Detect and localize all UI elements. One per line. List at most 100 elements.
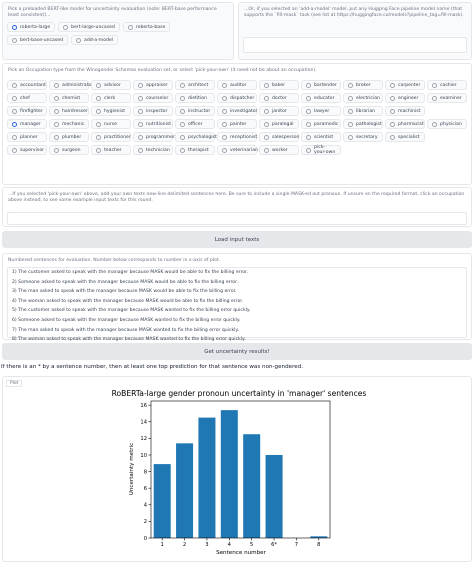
bar [265,454,283,538]
radio-option[interactable]: bert-large-uncased [58,22,120,32]
radio [138,147,143,153]
radio-option[interactable]: plumber [49,132,89,142]
radio [348,95,353,101]
radio [138,108,143,114]
load-button[interactable]: Load input texts [2,231,472,248]
radio [306,108,311,114]
radio-option[interactable]: doctor [259,93,299,103]
radio-option[interactable]: machinist [385,106,425,116]
radio-option[interactable]: surgeon [49,145,89,155]
text-input[interactable] [243,37,467,53]
radio-option[interactable]: accountant [7,80,47,90]
option-label: examiner [440,95,462,101]
radio-option[interactable]: receptionist [217,132,257,142]
textarea[interactable] [7,212,467,225]
radio-option[interactable]: architect [175,80,215,90]
radio-option[interactable]: secretary [343,132,383,142]
radio-option[interactable]: programmer [133,132,175,142]
radio-option[interactable]: worker [259,145,299,155]
radio-option[interactable]: examiner [427,93,467,103]
radio [54,108,59,114]
radio-option[interactable]: chemist [49,93,89,103]
radio-option[interactable]: planner [7,132,47,142]
radio-option[interactable]: officer [175,119,215,129]
radio-option[interactable]: hairdresser [49,106,89,116]
radio-option[interactable]: pharmacist [385,119,425,129]
radio-option[interactable]: painter [217,119,257,129]
radio-option[interactable]: carpenter [385,80,425,90]
radio-option[interactable]: appraiser [133,80,173,90]
radio-option[interactable]: lawyer [301,106,341,116]
radio-option[interactable]: manager [7,119,47,129]
x-tick-label: 1 [161,542,164,548]
radio [222,95,227,101]
radio-option[interactable]: cashier [427,80,467,90]
radio-option[interactable]: electrician [343,93,383,103]
radio-option[interactable]: engineer [385,93,425,103]
radio-option[interactable]: chef [7,93,47,103]
radio-option[interactable]: pathologist [343,119,383,129]
radio-option[interactable]: salesperson [259,132,299,142]
radio-option[interactable]: instructor [175,106,215,116]
radio-option[interactable]: therapist [175,145,215,155]
radio-option[interactable]: veterinarian [217,145,258,155]
radio-option[interactable]: teacher [91,145,131,155]
x-tick-label: 4 [228,542,232,548]
radio-option[interactable]: librarian [343,106,383,116]
radio-option[interactable]: advisor [91,80,131,90]
radio [180,134,185,140]
radio-option[interactable]: mechanic [49,119,89,129]
option-label: officer [188,121,203,127]
chart-title: RoBERTa-large gender pronoun uncertainty… [112,389,367,398]
radio-option[interactable]: bert-base-uncased [7,35,68,45]
radio-option[interactable]: nutritionist [133,119,173,129]
radio-option[interactable]: inspector [133,106,173,116]
x-tick-label: 8 [317,542,320,548]
radio-option[interactable]: psychologist [175,132,217,142]
textarea[interactable]: 1) The customer asked to speak with the … [7,267,467,342]
radio-option[interactable]: physician [427,119,467,129]
option-label: chef [20,95,30,101]
sentence: 6) Someone asked to speak with the manag… [12,317,241,323]
radio-option[interactable]: roberta-base [122,22,171,32]
x-tick-label: 5 [250,542,253,548]
radio-option[interactable]: pick-your-own [301,145,341,155]
axes-frame [150,400,331,539]
radio-option[interactable]: paralegal [259,119,299,129]
option-row: chef chemist clerk counselor dietitian dispat… [7,93,467,103]
radio-option[interactable]: clerk [91,93,131,103]
y-tick-label: 6 [144,486,147,492]
radio-option[interactable]: supervisor [7,145,47,155]
option-label: bert-base-uncased [20,37,63,43]
radio-option[interactable]: paramedic [301,119,341,129]
radio-option[interactable]: dispatcher [217,93,257,103]
radio-option[interactable]: auditor [217,80,257,90]
radio-option[interactable]: dietitian [175,93,215,103]
radio-option[interactable]: roberta-large [7,22,56,32]
radio-option[interactable]: broker [343,80,383,90]
plot-panel: Plot RoBERTa-large gender pronoun uncert… [2,376,472,562]
radio-option[interactable]: practitioner [91,132,131,142]
radio-option[interactable]: administrator [49,80,93,90]
radio-option[interactable]: bartender [301,80,341,90]
radio [138,82,143,88]
radio-option[interactable]: educator [301,93,341,103]
option-label: plumber [62,134,82,140]
option-label: chemist [62,95,81,101]
radio [138,134,143,140]
radio-option[interactable]: investigator [217,106,257,116]
custom-text-panel: ...If you selected 'pick-your-own' above… [2,187,472,227]
radio-option[interactable]: scientist [301,132,341,142]
radio-option[interactable]: counselor [133,93,173,103]
radio-option[interactable]: nurse [91,119,131,129]
option-row: accountant administrator advisor appraiser a… [7,80,467,90]
radio-option[interactable]: firefighter [7,106,47,116]
radio-option[interactable]: hygienist [91,106,131,116]
results-button[interactable]: Get uncertainty results! [2,343,472,360]
radio-option[interactable]: janitor [259,106,299,116]
radio-option[interactable]: add-a-model [71,35,119,45]
radio-option[interactable]: baker [259,80,299,90]
radio-option[interactable]: technician [133,145,173,155]
radio-option[interactable]: specialist [385,132,425,142]
